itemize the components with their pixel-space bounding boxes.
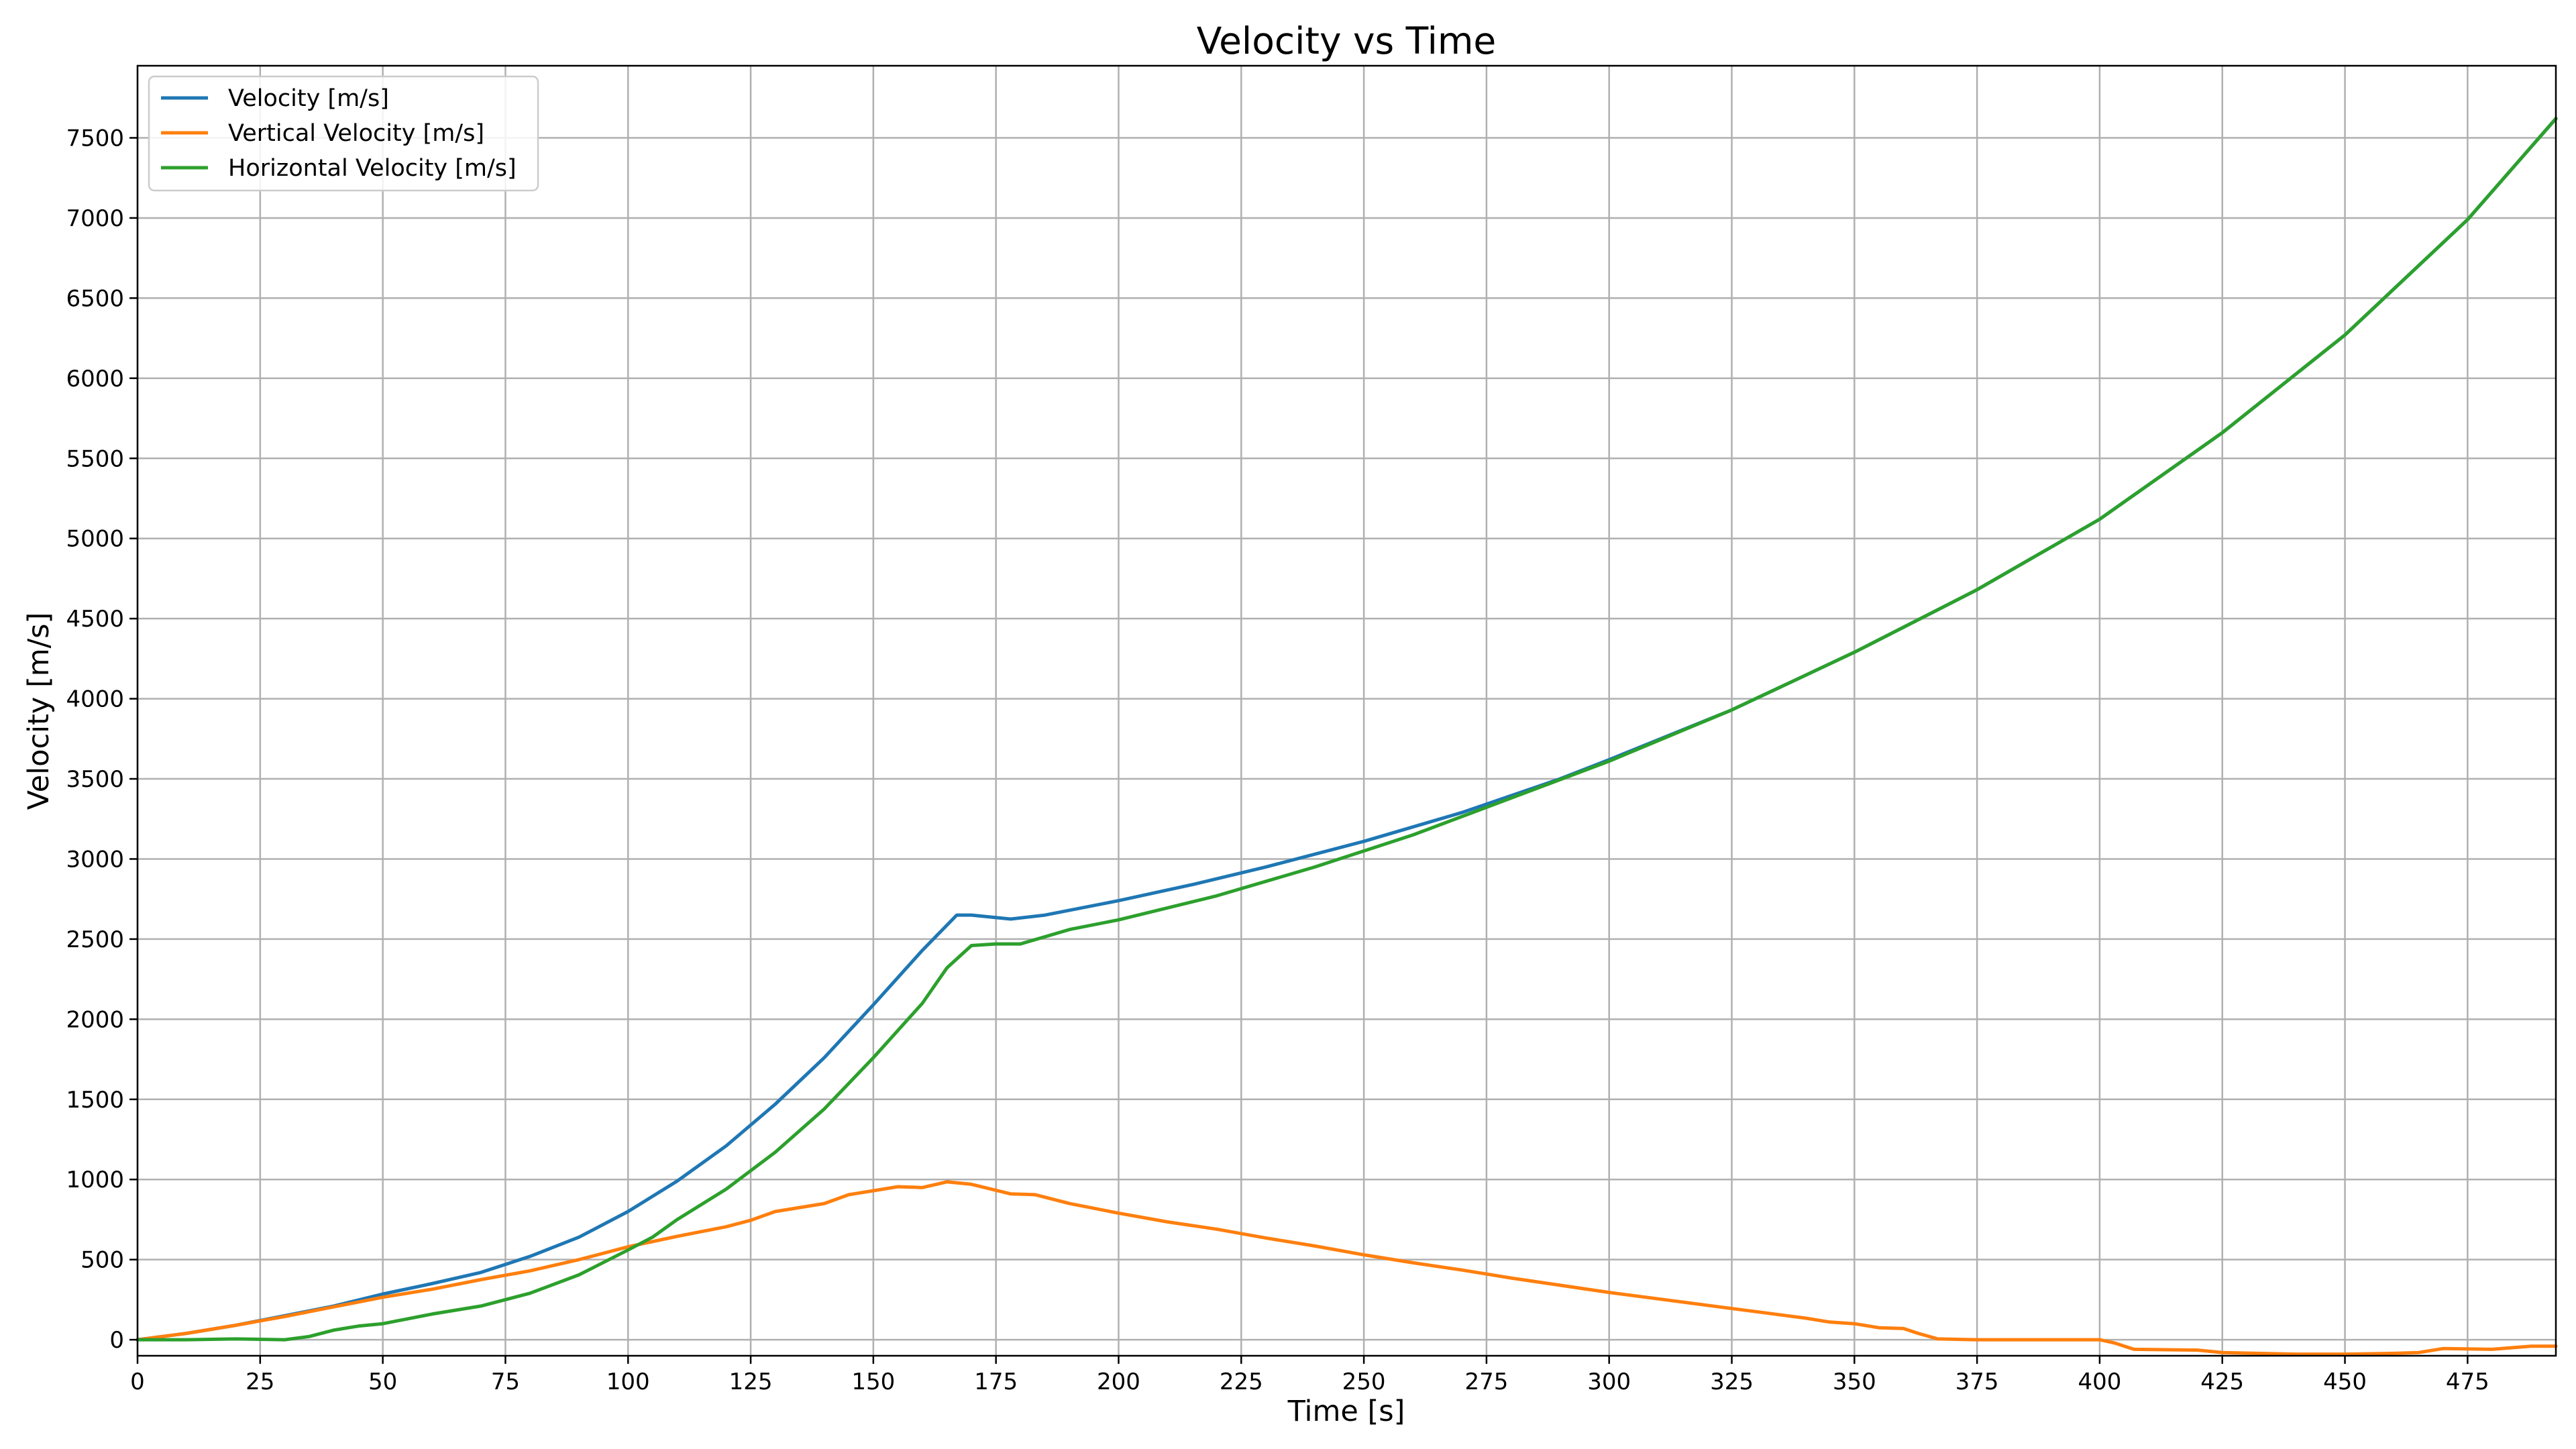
x-tick-label: 325 <box>1710 1368 1754 1395</box>
plot-frame <box>136 64 2557 1357</box>
y-tick-label: 4500 <box>66 606 124 633</box>
x-tick-label: 275 <box>1464 1368 1508 1395</box>
x-tick-label: 475 <box>2446 1368 2489 1395</box>
y-tick-label: 6500 <box>66 285 124 312</box>
legend-entry: Vertical Velocity [m/s] <box>228 120 484 147</box>
series-line-2 <box>136 117 2558 1342</box>
grid-lines <box>136 66 2556 1356</box>
x-tick-label: 225 <box>1220 1368 1263 1395</box>
x-tick-label: 175 <box>974 1368 1018 1395</box>
y-tick-label: 0 <box>109 1327 124 1354</box>
x-tick-label: 250 <box>1342 1368 1386 1395</box>
x-tick-label: 300 <box>1587 1368 1631 1395</box>
x-tick-label: 375 <box>1955 1368 1999 1395</box>
legend: Velocity [m/s] Vertical Velocity [m/s] Hor… <box>148 75 539 192</box>
y-tick-label: 3000 <box>66 846 124 873</box>
x-tick-label: 25 <box>246 1368 274 1395</box>
legend-entry: Horizontal Velocity [m/s] <box>228 155 517 182</box>
x-tick-label: 200 <box>1097 1368 1140 1395</box>
x-tick-label: 100 <box>606 1368 650 1395</box>
x-tick-label: 450 <box>2323 1368 2367 1395</box>
x-tick-label: 125 <box>729 1368 773 1395</box>
y-tick-label: 5500 <box>66 445 124 472</box>
legend-entry: Velocity [m/s] <box>228 85 389 112</box>
y-tick-label: 7000 <box>66 205 124 232</box>
x-tick-label: 150 <box>851 1368 895 1395</box>
legend-box <box>148 75 539 192</box>
x-axis-label: Time [s] <box>1287 1395 1405 1428</box>
x-tick-label: 0 <box>130 1368 145 1395</box>
x-tick-label: 350 <box>1833 1368 1876 1395</box>
y-tick-label: 7500 <box>66 125 124 152</box>
y-tick-label: 2500 <box>66 926 124 953</box>
series-line-1 <box>136 1180 2558 1356</box>
y-axis-label: Velocity [m/s] <box>22 612 56 810</box>
y-tick-label: 6000 <box>66 366 124 392</box>
x-tick-label: 75 <box>491 1368 520 1395</box>
x-tick-label: 400 <box>2078 1368 2121 1395</box>
x-tick-label: 425 <box>2200 1368 2244 1395</box>
y-tick-label: 2000 <box>66 1006 124 1033</box>
y-tick-label: 1500 <box>66 1087 124 1114</box>
y-tick-label: 5000 <box>66 526 124 553</box>
y-tick-label: 1000 <box>66 1167 124 1193</box>
series-lines <box>136 117 2558 1356</box>
y-tick-label: 4000 <box>66 686 124 713</box>
y-tick-label: 500 <box>80 1247 124 1274</box>
chart-title: Velocity vs Time <box>1197 19 1497 62</box>
axis-ticks: 0 25 50 75 100 125 150 175 200 225 250 275 300 325 350… <box>66 125 2489 1395</box>
x-tick-label: 50 <box>368 1368 397 1395</box>
y-tick-label: 3500 <box>66 766 124 793</box>
